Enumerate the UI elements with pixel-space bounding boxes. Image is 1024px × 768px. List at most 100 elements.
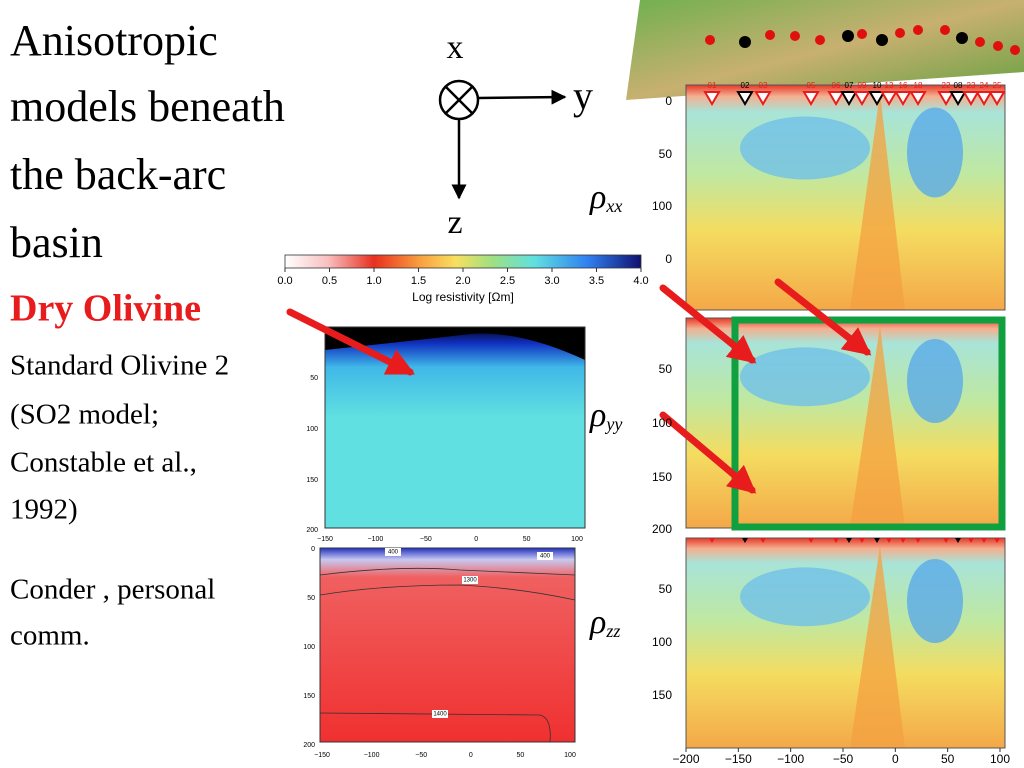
axis-label-z: z <box>447 204 462 241</box>
x-tick-label: 50 <box>523 536 531 543</box>
station-marker <box>827 91 845 106</box>
colorbar-tick-label: 4.0 <box>633 275 648 287</box>
y-tick-label: 100 <box>303 644 315 651</box>
station-label: 13 <box>885 81 894 90</box>
conductive-blob <box>907 107 963 198</box>
y-tick-label: 150 <box>652 470 672 484</box>
station-label: 08 <box>954 81 963 90</box>
resistive-cone <box>850 546 905 748</box>
station-marker <box>909 91 927 106</box>
heatmap-background <box>686 538 1005 748</box>
station-marker <box>742 538 748 543</box>
title-line: Anisotropic <box>10 16 218 65</box>
station-label: 24 <box>980 81 989 90</box>
rho-symbol: ρ <box>589 397 606 434</box>
credit-line: Conder , personal <box>10 574 215 606</box>
x-tick-label: 0 <box>469 752 473 759</box>
axis-label-y: y <box>573 73 593 118</box>
x-tick-label: −150 <box>317 536 333 543</box>
y-tick-label: 0 <box>665 94 672 108</box>
x-tick-label: −150 <box>725 752 752 766</box>
highlight-box <box>731 316 1006 531</box>
station-marker <box>846 538 852 543</box>
y-tick-label: 200 <box>306 527 318 534</box>
station-marker <box>915 538 921 543</box>
title-line: the back-arc <box>10 150 226 199</box>
station-marker <box>802 91 820 106</box>
y-tick-label: 100 <box>652 199 672 213</box>
colorbar-label: Log resistivity [Ωm] <box>412 290 514 304</box>
reference-line: (SO2 model; <box>10 399 159 431</box>
station-marker <box>754 91 772 106</box>
map-dots <box>705 25 1020 55</box>
x-tick-label: 0 <box>892 752 899 766</box>
rho-subscript: xx <box>605 196 622 216</box>
y-tick-label: 50 <box>307 595 315 602</box>
title-line: basin <box>10 218 103 267</box>
contour-label-bg <box>537 552 553 560</box>
rho-symbol: ρ <box>589 604 606 641</box>
station-marker <box>874 538 880 543</box>
station-marker <box>736 91 754 106</box>
y-tick-label: 200 <box>303 742 315 749</box>
y-tick-label: 150 <box>652 688 672 702</box>
arrows <box>286 278 872 494</box>
highlight-label: Dry Olivine <box>10 288 201 330</box>
colorbar-tick-label: 1.0 <box>366 275 381 287</box>
rho-label: ρzz <box>589 604 620 641</box>
x-tick-label: −100 <box>364 752 380 759</box>
contour-label: 400 <box>540 554 551 560</box>
x-tick-label: 100 <box>990 752 1010 766</box>
x-tick-label: −50 <box>420 536 432 543</box>
axis-label-x: x <box>447 29 464 66</box>
reference-line: Constable et al., <box>10 447 197 479</box>
conductive-blob <box>740 347 870 407</box>
station-marker <box>868 91 886 106</box>
map-strip <box>626 0 1024 100</box>
station-marker <box>988 91 1006 106</box>
colorbar-tick-label: 0.0 <box>277 275 292 287</box>
station-marker <box>994 538 1000 543</box>
station-marker <box>880 91 898 106</box>
station-marker <box>968 538 974 543</box>
heatmap-frame <box>685 84 1006 311</box>
station-label: 01 <box>708 81 717 90</box>
colorbar-tick-label: 0.5 <box>322 275 337 287</box>
station-label: 06 <box>832 81 841 90</box>
station-label: 03 <box>759 81 768 90</box>
station-label: 02 <box>741 81 750 90</box>
title-line: models beneath <box>10 82 285 131</box>
y-tick-label: 50 <box>659 362 673 376</box>
heatmap-frame <box>685 537 1006 749</box>
y-tick-label: 150 <box>303 693 315 700</box>
conductive-blob <box>907 339 963 423</box>
x-tick-label: 50 <box>941 752 955 766</box>
x-tick-label: 0 <box>474 536 478 543</box>
station-marker <box>975 91 993 106</box>
x-tick-label: 100 <box>571 536 583 543</box>
reference-line: Standard Olivine 2 <box>10 350 229 382</box>
station-marker <box>955 538 961 543</box>
station-marker <box>853 91 871 106</box>
station-label: 07 <box>845 81 854 90</box>
station-label: 16 <box>899 81 908 90</box>
x-tick-label: −100 <box>777 752 804 766</box>
station-marker <box>943 538 949 543</box>
station-marker <box>709 538 715 543</box>
station-marker <box>703 91 721 106</box>
y-tick-label: 50 <box>310 375 318 382</box>
station-marker <box>833 538 839 543</box>
conductive-blob <box>907 559 963 643</box>
colorbar-tick-label: 1.5 <box>411 275 426 287</box>
y-tick-label: 100 <box>652 635 672 649</box>
station-marker <box>859 538 865 543</box>
station-label: 25 <box>993 81 1002 90</box>
y-tick-label: 200 <box>652 522 672 536</box>
station-marker <box>949 91 967 106</box>
station-label: 18 <box>914 81 923 90</box>
station-marker <box>808 538 814 543</box>
heatmap-background <box>686 85 1005 310</box>
rho-subscript: zz <box>605 621 620 641</box>
